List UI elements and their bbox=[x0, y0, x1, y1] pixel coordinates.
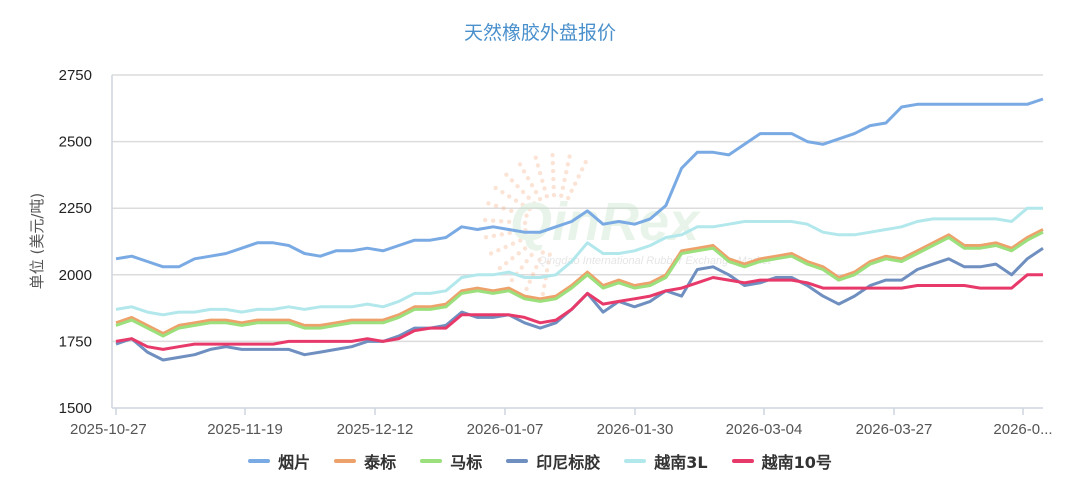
series-line[interactable] bbox=[115, 97, 1044, 269]
x-tick-label: 2025-12-12 bbox=[337, 421, 414, 438]
series-line[interactable] bbox=[115, 230, 1044, 338]
legend-swatch-icon bbox=[624, 459, 647, 463]
y-tick-label: 2500 bbox=[59, 134, 92, 151]
x-tick-label: 2026-03-04 bbox=[726, 421, 803, 438]
svg-text:Qingdao International Rubber E: Qingdao International Rubber Exchange Ma… bbox=[538, 255, 772, 267]
legend-swatch-icon bbox=[506, 459, 529, 463]
y-tick-label: 2000 bbox=[59, 267, 92, 284]
legend-swatch-icon bbox=[248, 459, 271, 463]
x-tick-label: 2026-0... bbox=[993, 421, 1052, 438]
legend-label: 马标 bbox=[450, 453, 483, 472]
x-tick-label: 2026-03-27 bbox=[856, 421, 933, 438]
grid-lines bbox=[111, 74, 1043, 408]
legend-item[interactable]: 越南3L bbox=[624, 449, 708, 473]
y-tick-label: 2250 bbox=[59, 200, 92, 217]
legend-label: 越南10号 bbox=[761, 453, 832, 472]
y-axis-label: 单位 (美元/吨) bbox=[28, 193, 46, 290]
x-tick-label: 2025-11-19 bbox=[207, 421, 283, 438]
series-line[interactable] bbox=[115, 273, 1043, 351]
x-tick-label: 2026-01-30 bbox=[597, 421, 674, 438]
x-tick-label: 2026-01-07 bbox=[467, 421, 544, 438]
series-lines bbox=[115, 97, 1044, 362]
legend-item[interactable]: 越南10号 bbox=[731, 449, 832, 473]
legend-swatch-icon bbox=[420, 459, 443, 463]
y-tick-label: 1500 bbox=[59, 400, 92, 417]
series-line[interactable] bbox=[115, 206, 1043, 317]
x-tick-label: 2025-10-27 bbox=[70, 421, 147, 438]
chart-title: 天然橡胶外盘报价 bbox=[463, 22, 616, 44]
legend-swatch-icon bbox=[731, 459, 754, 463]
y-tick-label: 2750 bbox=[59, 67, 92, 84]
series-line[interactable] bbox=[115, 228, 1044, 335]
legend-label: 泰标 bbox=[364, 453, 397, 472]
legend-label: 烟片 bbox=[278, 453, 311, 472]
y-tick-label: 1750 bbox=[59, 333, 92, 350]
y-axis-ticks: 1500 1750 2000 2250 2500 2750 bbox=[59, 67, 92, 417]
watermark-logo: QinRex Qingdao International Rubber Excha… bbox=[482, 152, 772, 297]
legend: 烟片 泰标 马标 印尼标胶 越南3L 越南10号 bbox=[0, 449, 1080, 473]
legend-item[interactable]: 烟片 bbox=[248, 449, 310, 473]
legend-item[interactable]: 泰标 bbox=[334, 449, 396, 473]
legend-swatch-icon bbox=[334, 459, 357, 463]
x-axis: 2025-10-27 2025-11-19 2025-12-12 2026-01-07… bbox=[70, 407, 1053, 438]
legend-label: 越南3L bbox=[654, 453, 708, 472]
legend-item[interactable]: 马标 bbox=[420, 449, 482, 473]
legend-item[interactable]: 印尼标胶 bbox=[506, 449, 600, 473]
legend-label: 印尼标胶 bbox=[536, 453, 601, 472]
svg-text:QinRex: QinRex bbox=[510, 192, 701, 252]
